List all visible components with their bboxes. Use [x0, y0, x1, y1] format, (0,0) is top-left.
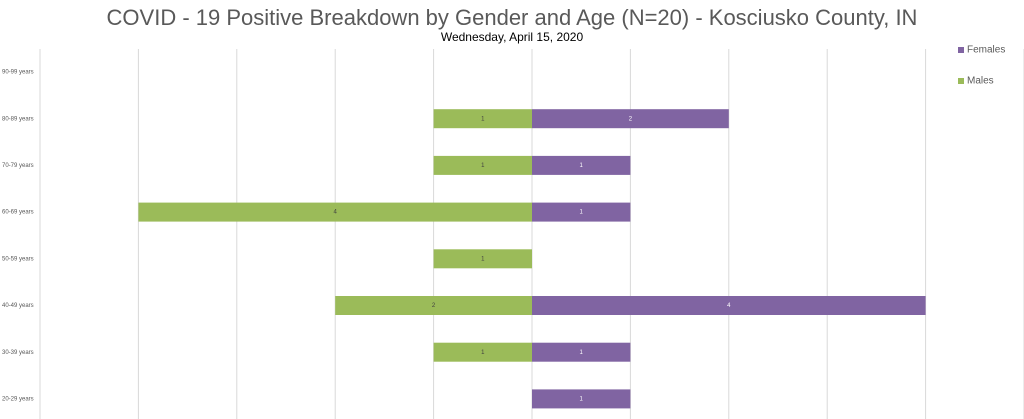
legend-swatch	[958, 47, 964, 53]
bar	[532, 155, 631, 175]
data-label: 1	[580, 163, 584, 169]
data-label: 2	[629, 116, 633, 122]
data-label: 4	[334, 210, 338, 216]
y-tick-label: 50-59 years	[2, 256, 34, 262]
legend-label: Males	[967, 76, 994, 87]
bar	[532, 109, 729, 129]
bar	[532, 202, 631, 222]
bar	[433, 109, 532, 129]
bar	[335, 296, 532, 315]
legend-swatch	[958, 78, 964, 84]
bar	[138, 202, 532, 222]
data-label: 2	[432, 303, 436, 309]
bar	[433, 342, 532, 362]
bar	[433, 155, 532, 175]
y-tick-label: 90-99 years	[2, 70, 34, 76]
data-label: 1	[481, 256, 485, 262]
bar	[532, 342, 631, 362]
data-label: 1	[481, 350, 485, 356]
bar	[532, 389, 631, 409]
bar	[433, 249, 532, 269]
y-tick-label: 20-29 years	[2, 396, 34, 402]
data-label: 1	[580, 210, 584, 216]
legend-label: Females	[967, 45, 1005, 56]
chart-subtitle: Wednesday, April 15, 2020	[441, 30, 584, 44]
y-tick-label: 30-39 years	[2, 350, 34, 356]
y-tick-label: 60-69 years	[2, 210, 34, 216]
data-label: 1	[481, 116, 485, 122]
y-tick-label: 40-49 years	[2, 303, 34, 309]
data-label: 1	[481, 163, 485, 169]
data-label: 1	[580, 396, 584, 402]
y-tick-label: 80-89 years	[2, 116, 34, 122]
data-label: 4	[727, 303, 731, 309]
data-label: 1	[580, 350, 584, 356]
bar	[532, 296, 926, 315]
y-tick-label: 70-79 years	[2, 163, 34, 169]
chart-title: COVID - 19 Positive Breakdown by Gender …	[107, 5, 918, 30]
